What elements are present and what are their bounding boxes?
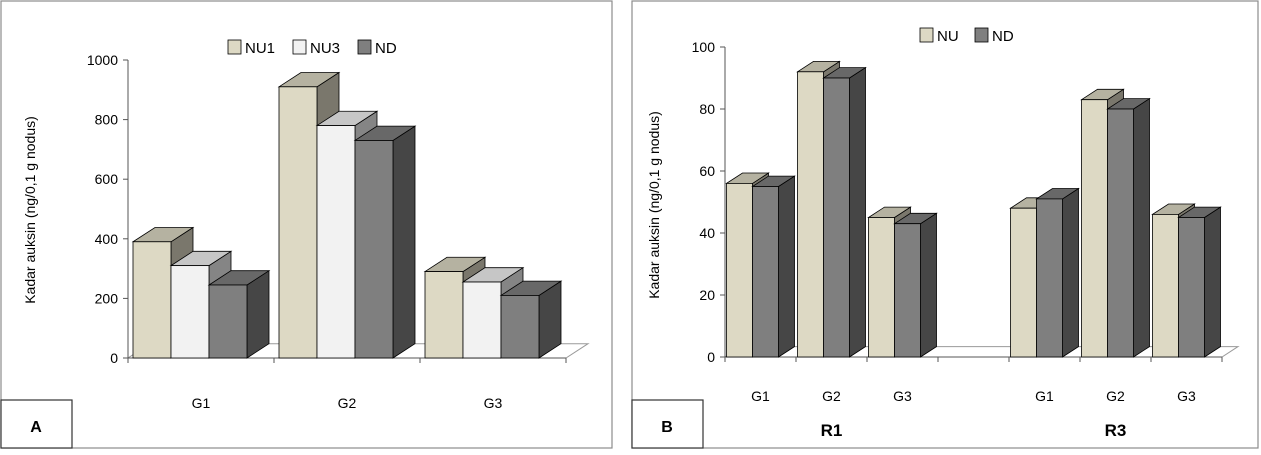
panel-b-group-label: R3 [1105, 421, 1127, 440]
panel-a-xtick-label: G1 [192, 395, 211, 411]
panel-a-legend-swatch [227, 39, 242, 55]
panel-b-bar-front [1010, 207, 1037, 358]
panel-b-legend-label: NU [937, 28, 959, 45]
panel-a-bar-side [392, 125, 416, 359]
panel-a-legend-swatch [357, 39, 372, 55]
panel-a-bar-nd-g3 [499, 280, 563, 359]
panel-a-legend-label: ND [375, 40, 397, 57]
panel-b-xtick-label: G1 [1035, 388, 1054, 404]
panel-b-bar-side [1133, 97, 1150, 358]
panel-b-legend-item: ND [974, 27, 1014, 45]
panel-a-bar-front [132, 241, 172, 359]
panel-a-legend-swatch [292, 39, 307, 55]
panel-a-legend-item: NU3 [292, 39, 340, 57]
panel-b-bar-front [1036, 198, 1063, 358]
panel-b-ytick-label: 20 [699, 287, 715, 303]
panel-b-bar-front [797, 71, 824, 358]
panel-b-legend-swatch [974, 27, 989, 43]
panel-b-bar-nd-g3 [893, 212, 938, 358]
panel-a-legend-item: NU1 [227, 39, 275, 57]
panel-a-xtick-label: G2 [338, 395, 357, 411]
panel-a-legend-label: NU3 [310, 40, 340, 57]
panel-a-bar-front [208, 284, 248, 359]
panel-b-plot: 0 20 40 60 80 100 G1 G2 G3 G1 G2 G3 R1 R3 NU ND [692, 27, 1240, 440]
panel-a-ytick-label: 1000 [87, 52, 118, 68]
panel-b-bar-side [849, 66, 866, 358]
panel-a-legend-label: NU1 [245, 40, 275, 57]
panel-a-bar-front [316, 125, 356, 359]
panel-b-bar-front [1178, 217, 1205, 358]
panel-b-bar-nd-g1 [1035, 187, 1080, 358]
panel-b-legend-item: NU [919, 27, 959, 45]
panel-b-bar-nd-g1 [751, 175, 796, 358]
panel-a-ytick-label: 400 [95, 231, 119, 247]
panel-a-bar-front [500, 295, 540, 359]
panel-a-bar-front [278, 86, 318, 359]
panel-a-xtick-label: G3 [484, 395, 503, 411]
panel-a-ytick-label: 600 [95, 171, 119, 187]
panel-a-label: A [30, 419, 42, 436]
panel-b-xtick-label: G3 [1177, 388, 1196, 404]
panel-a-bar-front [462, 281, 502, 359]
panel-b-bar-front [868, 217, 895, 358]
panel-b: B Kadar auksin (ng/0,1 g nodus) 0 20 40 60 8… [631, 0, 1259, 449]
panel-b-bar-nd-g2 [822, 66, 867, 358]
panel-b-ylabel: Kadar auksin (ng/0,1 g nodus) [646, 111, 662, 299]
panel-b-ytick-label: 60 [699, 163, 715, 179]
panel-b-bar-side [920, 212, 937, 358]
panel-a-bar-front [354, 140, 394, 359]
panel-b-bar-front [726, 182, 753, 358]
panel-b-bar-side [1062, 187, 1079, 358]
panel-a-ytick-label: 200 [95, 290, 119, 306]
panel-b-bar-front [752, 186, 779, 358]
panel-b-xtick-label: G3 [893, 388, 912, 404]
panel-a: A Kadar auksin (ng/0,1 g nodus) 0 200 400 6… [0, 0, 613, 449]
panel-b-bar-front [894, 223, 921, 358]
panel-b-label-box [631, 399, 704, 449]
panel-b-xtick-label: G1 [751, 388, 770, 404]
panel-a-ytick-label: 800 [95, 112, 119, 128]
panel-b-bar-front [1107, 108, 1134, 358]
panel-b-ytick-label: 80 [699, 101, 715, 117]
panel-b-ytick-label: 40 [699, 225, 715, 241]
panel-b-label: B [661, 419, 673, 436]
panel-b-legend-label: ND [992, 28, 1014, 45]
panel-b-group-label: R1 [821, 421, 843, 440]
panel-a-bar-front [170, 265, 210, 359]
panel-a-plot: 0 200 400 600 800 1000 G1 G2 G3 NU1 NU3 ND [87, 39, 590, 411]
panel-a-label-box [0, 399, 73, 449]
panel-a-legend-item: ND [357, 39, 397, 57]
panel-b-bar-nd-g3 [1177, 206, 1222, 358]
panel-b-bar-front [1152, 213, 1179, 358]
panel-a-ylabel: Kadar auksin (ng/0,1 g nodus) [22, 116, 38, 304]
panel-a-bar-front [424, 271, 464, 359]
panel-a-bar-side [246, 269, 270, 359]
panel-b-bar-nd-g2 [1106, 97, 1151, 358]
panel-b-ytick-label: 100 [692, 39, 716, 55]
panel-b-bar-front [823, 77, 850, 358]
panel-b-ytick-label: 0 [707, 349, 715, 365]
panel-a-bar-nd-g2 [353, 125, 417, 359]
panel-b-bar-side [1204, 206, 1221, 358]
panel-b-legend-swatch [919, 27, 934, 43]
panel-b-xtick-label: G2 [1106, 388, 1125, 404]
panel-b-xtick-label: G2 [822, 388, 841, 404]
panel-b-bar-side [778, 175, 795, 358]
panel-b-bar-front [1081, 99, 1108, 358]
panel-a-ytick-label: 0 [110, 350, 118, 366]
panel-a-bar-nd-g1 [207, 269, 271, 359]
